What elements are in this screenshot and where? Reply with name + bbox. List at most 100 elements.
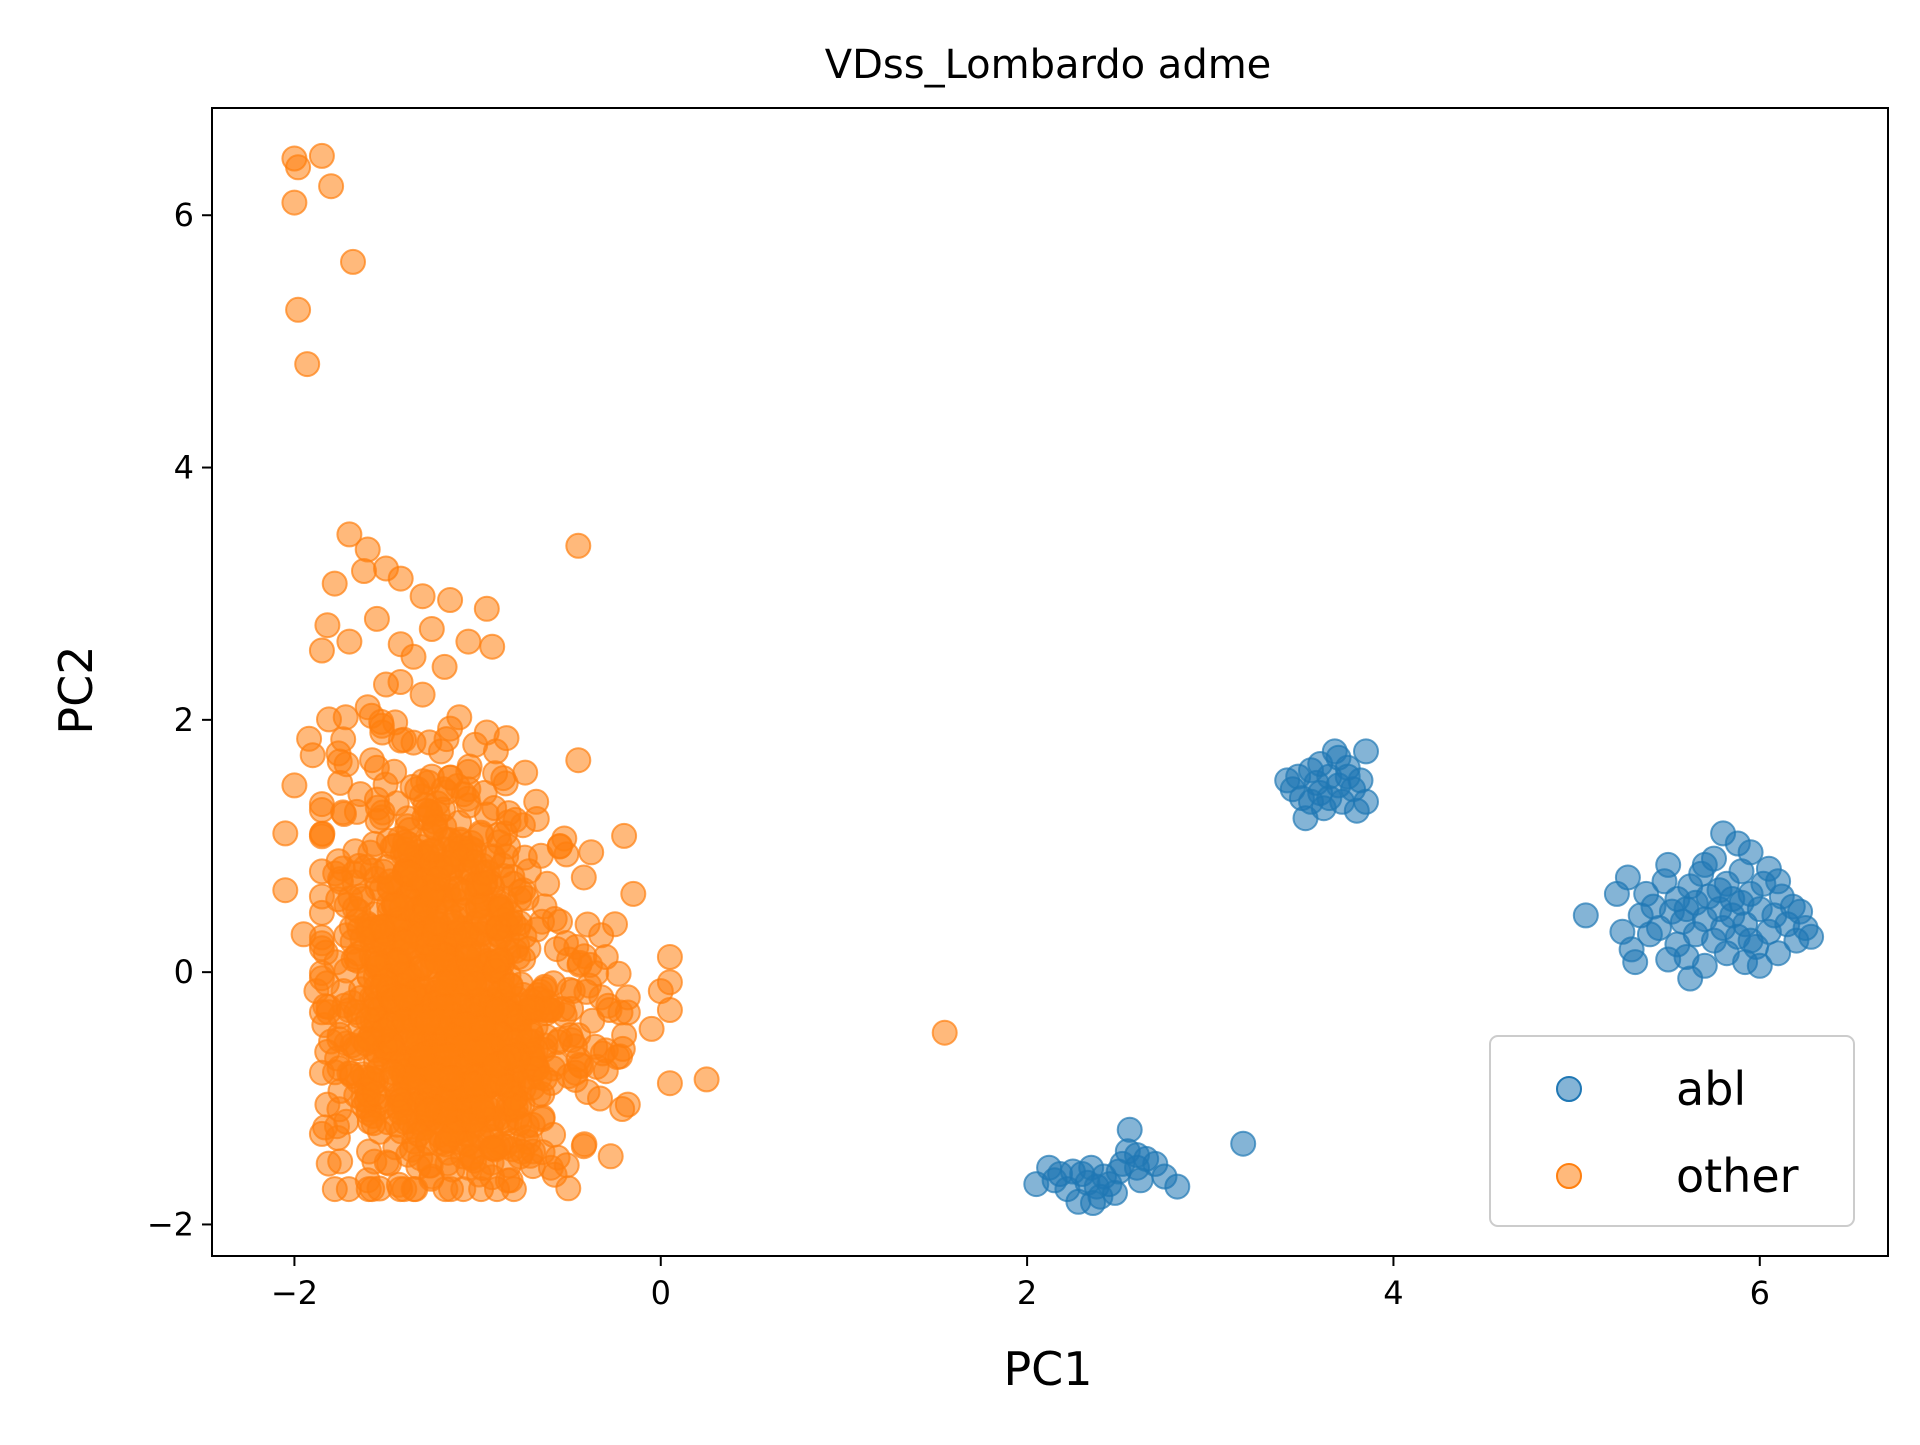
point-abl bbox=[1059, 1158, 1086, 1185]
point-abl bbox=[1737, 927, 1764, 954]
point-other bbox=[361, 830, 388, 857]
point-other bbox=[408, 1042, 434, 1069]
point-abl bbox=[1677, 965, 1704, 992]
point-other bbox=[512, 759, 539, 786]
point-other bbox=[340, 248, 366, 275]
point-other bbox=[387, 669, 414, 695]
point-abl bbox=[1655, 851, 1682, 878]
point-other bbox=[424, 948, 451, 975]
point-other bbox=[308, 797, 335, 823]
point-other bbox=[400, 643, 427, 670]
point-other bbox=[611, 822, 638, 849]
point-other bbox=[437, 587, 464, 613]
point-other bbox=[455, 944, 481, 971]
point-other bbox=[595, 992, 622, 1019]
point-other bbox=[416, 729, 443, 756]
point-other bbox=[418, 616, 445, 642]
point-other bbox=[579, 1007, 606, 1034]
point-other bbox=[325, 740, 352, 767]
point-other bbox=[555, 1175, 582, 1202]
y-tick-label: 2 bbox=[174, 701, 194, 739]
point-other bbox=[364, 808, 391, 835]
point-abl bbox=[1728, 889, 1755, 916]
point-other bbox=[574, 911, 601, 938]
plot-frame bbox=[211, 107, 1889, 1257]
point-other bbox=[325, 848, 352, 875]
point-other bbox=[368, 708, 395, 735]
point-other bbox=[415, 1096, 442, 1123]
point-abl bbox=[1655, 946, 1682, 973]
plot-area bbox=[272, 142, 1825, 1216]
point-other bbox=[452, 921, 479, 948]
point-other bbox=[347, 781, 374, 808]
point-other bbox=[285, 154, 312, 181]
point-abl bbox=[1746, 952, 1773, 979]
point-other bbox=[409, 583, 436, 610]
point-abl bbox=[1706, 877, 1733, 904]
point-other bbox=[450, 1176, 477, 1203]
point-other bbox=[409, 681, 436, 708]
point-other bbox=[359, 1176, 386, 1203]
point-other bbox=[609, 1035, 636, 1062]
point-abl bbox=[1353, 788, 1379, 815]
point-other bbox=[431, 653, 458, 680]
point-other bbox=[281, 772, 308, 799]
point-other bbox=[368, 914, 395, 941]
point-other bbox=[272, 820, 299, 847]
point-other bbox=[308, 637, 335, 664]
y-tick-label: 0 bbox=[174, 953, 194, 991]
point-other bbox=[609, 1096, 636, 1122]
point-other bbox=[314, 1039, 341, 1065]
point-abl bbox=[1792, 915, 1819, 941]
point-other bbox=[360, 1110, 387, 1137]
y-tick-label: 6 bbox=[174, 196, 194, 234]
point-other bbox=[562, 1059, 589, 1086]
point-other bbox=[330, 978, 357, 1005]
point-other bbox=[384, 1111, 410, 1138]
point-other bbox=[423, 909, 449, 936]
point-other bbox=[507, 878, 534, 905]
point-other bbox=[308, 821, 335, 848]
point-other bbox=[497, 972, 524, 999]
point-other bbox=[656, 997, 683, 1023]
point-other bbox=[414, 1009, 441, 1036]
point-other bbox=[493, 843, 520, 870]
point-other bbox=[565, 747, 592, 774]
point-abl bbox=[1353, 738, 1379, 765]
point-other bbox=[455, 628, 482, 655]
point-other bbox=[377, 868, 404, 895]
point-other bbox=[285, 296, 312, 323]
point-other bbox=[336, 628, 363, 655]
point-other bbox=[473, 595, 500, 622]
point-abl bbox=[1164, 1173, 1191, 1200]
point-other bbox=[531, 1065, 558, 1092]
point-abl bbox=[1691, 851, 1718, 878]
point-other bbox=[534, 870, 561, 897]
chart-title: VDss_Lombardo adme bbox=[825, 42, 1272, 88]
point-abl bbox=[1737, 839, 1764, 866]
point-other bbox=[336, 521, 363, 548]
point-other bbox=[308, 1120, 335, 1147]
point-other bbox=[372, 771, 399, 798]
point-other bbox=[495, 800, 522, 827]
point-other bbox=[316, 706, 342, 733]
x-axis: −2 0 2 4 6 bbox=[271, 1256, 1770, 1312]
point-abl bbox=[1124, 1142, 1150, 1169]
point-abl bbox=[1622, 949, 1649, 976]
point-abl bbox=[1673, 896, 1700, 923]
point-other bbox=[544, 1144, 571, 1171]
legend: abl other bbox=[1489, 1035, 1855, 1227]
point-other bbox=[496, 1044, 523, 1071]
point-other bbox=[506, 1143, 533, 1170]
point-other bbox=[577, 951, 603, 978]
point-other bbox=[349, 925, 376, 952]
legend-label-abl: abl bbox=[1676, 1062, 1746, 1116]
point-other bbox=[565, 532, 592, 559]
points-layer bbox=[272, 142, 1825, 1216]
point-other bbox=[469, 1155, 496, 1181]
point-other bbox=[931, 1019, 958, 1046]
point-other bbox=[656, 1070, 683, 1097]
point-abl bbox=[1765, 868, 1792, 895]
